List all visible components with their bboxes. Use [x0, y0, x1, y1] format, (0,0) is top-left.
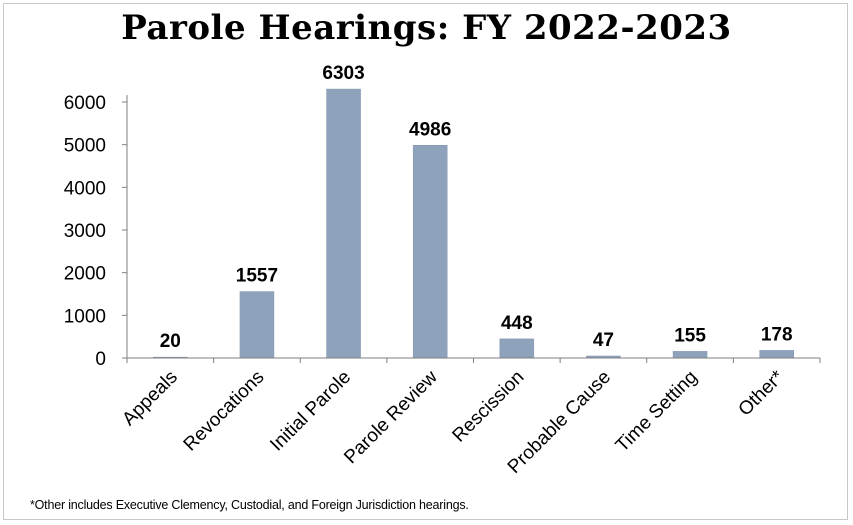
category-label: Other* — [735, 366, 789, 420]
category-label: Revocations — [180, 367, 269, 456]
category-label: Time Setting — [612, 367, 702, 457]
category-label: Parole Review — [340, 366, 442, 468]
data-label: 448 — [501, 313, 533, 334]
data-label: 47 — [593, 330, 614, 351]
data-label: 178 — [761, 324, 793, 345]
y-tick-label: 6000 — [64, 93, 106, 114]
y-tick-label: 4000 — [64, 178, 106, 199]
bar — [326, 88, 361, 359]
category-label: Appeals — [118, 367, 181, 430]
chart-footnote: *Other includes Executive Clemency, Cust… — [30, 498, 469, 512]
data-label: 1557 — [236, 266, 278, 287]
data-label: 20 — [160, 331, 181, 352]
bar — [759, 350, 794, 359]
category-label: Initial Parole — [266, 367, 355, 456]
y-tick-label: 3000 — [64, 221, 106, 242]
chart-title: Parole Hearings: FY 2022-2023 — [121, 8, 732, 48]
y-tick-label: 2000 — [64, 264, 106, 285]
category-label: Rescission — [449, 367, 529, 447]
y-tick-label: 1000 — [64, 306, 106, 327]
bar — [239, 291, 275, 359]
data-label: 6303 — [322, 63, 364, 84]
bar — [499, 338, 535, 359]
data-label: 155 — [674, 325, 706, 346]
y-tick-label: 0 — [95, 349, 106, 370]
y-tick-label: 5000 — [64, 136, 106, 157]
bar — [672, 351, 708, 359]
data-label: 4986 — [409, 119, 451, 140]
bar — [412, 145, 448, 359]
